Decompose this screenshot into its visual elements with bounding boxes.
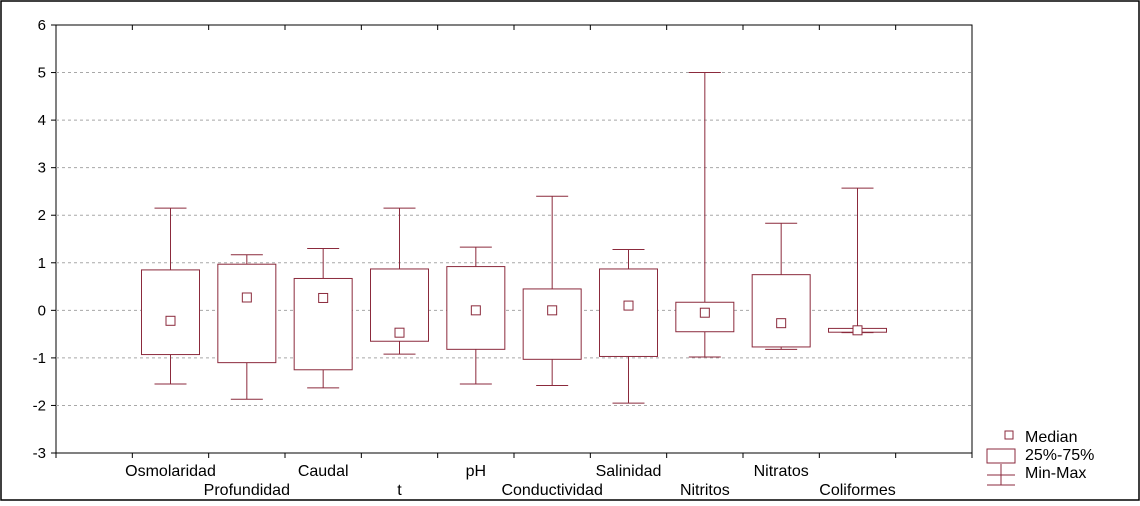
box-profundidad [217, 254, 277, 400]
x-category-label: Coliformes [819, 482, 895, 499]
x-category-label: t [397, 482, 402, 499]
median-marker [623, 300, 634, 311]
iqr-box [141, 269, 200, 356]
box-osmolaridad [141, 207, 200, 385]
median-marker [547, 305, 558, 316]
legend-label: Min-Max [1025, 465, 1086, 482]
median-marker [470, 305, 481, 316]
iqr-box [522, 288, 582, 360]
x-category-label: Salinidad [596, 463, 662, 480]
y-tick-label: 1 [38, 255, 46, 272]
box-salinidad [599, 248, 658, 404]
y-axis: -3 -2 -1 0 1 2 3 4 5 6 [33, 17, 973, 462]
y-tick-label: -2 [33, 397, 46, 414]
x-category-label: Profundidad [204, 482, 290, 499]
grid-lines [56, 72, 972, 406]
y-tick-label: 5 [38, 65, 46, 82]
x-axis-labels: Osmolaridad Profundidad Caudal t pH Conductiv… [125, 463, 896, 499]
y-tick-label: 4 [38, 112, 46, 129]
median-marker [318, 292, 329, 303]
box-nitritos [675, 72, 735, 358]
x-category-label: Conductividad [501, 482, 602, 499]
legend-label: Median [1025, 429, 1077, 446]
box-nitratos [751, 222, 811, 350]
y-tick-label: -3 [33, 445, 46, 462]
x-category-label: Caudal [298, 463, 349, 480]
legend-median-swatch [1004, 430, 1014, 440]
y-tick-label: 3 [38, 160, 46, 177]
x-category-label: Nitritos [680, 482, 730, 499]
median-marker [394, 327, 405, 338]
y-tick-label: -1 [33, 350, 46, 367]
iqr-box [599, 268, 658, 357]
legend-label: 25%-75% [1025, 447, 1094, 464]
iqr-box [293, 277, 353, 371]
iqr-box [217, 263, 277, 364]
x-category-label: Nitratos [754, 463, 809, 480]
x-category-label: Osmolaridad [125, 463, 216, 480]
box-t [370, 207, 429, 355]
box-ph [446, 246, 506, 385]
box-series [141, 72, 887, 404]
x-category-label: pH [466, 463, 486, 480]
median-marker [165, 315, 176, 326]
y-tick-label: 6 [38, 17, 46, 34]
box-coliformes [828, 187, 887, 336]
y-tick-label: 2 [38, 207, 46, 224]
median-marker [776, 318, 787, 329]
legend-box-swatch [986, 448, 1016, 464]
y-tick-label: 0 [38, 302, 46, 319]
box-caudal [293, 248, 353, 389]
median-marker [852, 325, 863, 336]
plot-area-frame [55, 24, 973, 454]
iqr-box [751, 274, 811, 348]
median-marker [241, 292, 252, 303]
median-marker [699, 307, 710, 318]
box-conductividad [522, 195, 582, 386]
